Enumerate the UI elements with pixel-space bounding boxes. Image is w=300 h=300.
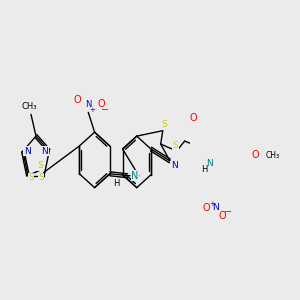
Text: S: S <box>28 173 34 182</box>
Text: H: H <box>113 179 119 188</box>
Text: N: N <box>171 161 178 170</box>
Text: O: O <box>73 95 81 106</box>
Text: N: N <box>212 203 218 212</box>
Text: +: + <box>89 107 95 113</box>
Text: N: N <box>24 147 31 156</box>
Text: O: O <box>97 99 105 110</box>
Text: H: H <box>202 165 208 174</box>
Text: S: S <box>172 140 178 149</box>
Text: S: S <box>38 161 43 170</box>
Text: N: N <box>85 100 92 109</box>
Text: O: O <box>202 203 210 213</box>
Text: CH₃: CH₃ <box>266 151 280 160</box>
Text: O: O <box>219 211 226 221</box>
Text: CH₃: CH₃ <box>22 102 38 111</box>
Text: −: − <box>101 105 109 116</box>
Text: N: N <box>41 147 48 156</box>
Text: S: S <box>38 173 44 182</box>
Text: N: N <box>131 171 139 181</box>
Text: O: O <box>189 113 196 123</box>
Text: +: + <box>209 201 215 207</box>
Text: N: N <box>206 159 213 168</box>
Text: S: S <box>161 120 167 129</box>
Text: O: O <box>251 150 259 161</box>
Text: −: − <box>224 207 232 217</box>
